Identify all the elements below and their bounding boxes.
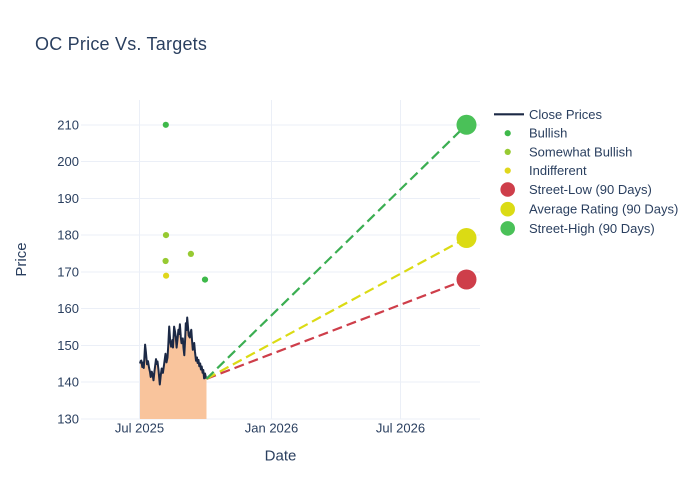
svg-text:130: 130 [57,412,79,427]
svg-text:140: 140 [57,375,79,390]
svg-text:210: 210 [57,117,79,132]
svg-text:190: 190 [57,191,79,206]
svg-text:180: 180 [57,228,79,243]
svg-text:200: 200 [57,154,79,169]
svg-text:170: 170 [57,264,79,279]
svg-text:Jul 2025: Jul 2025 [115,421,164,436]
svg-text:Bullish: Bullish [529,126,567,141]
svg-text:Somewhat Bullish: Somewhat Bullish [529,144,632,159]
svg-text:Jul 2026: Jul 2026 [376,421,425,436]
svg-text:Average Rating (90 Days): Average Rating (90 Days) [529,202,678,217]
svg-text:Date: Date [265,448,297,465]
svg-text:Jan 2026: Jan 2026 [245,421,299,436]
svg-text:Street-High (90 Days): Street-High (90 Days) [529,221,655,236]
svg-text:OC Price Vs. Targets: OC Price Vs. Targets [35,34,207,54]
svg-text:Price: Price [13,242,30,276]
svg-text:Street-Low (90 Days): Street-Low (90 Days) [529,182,652,197]
svg-text:Close Prices: Close Prices [529,107,602,122]
svg-text:Indifferent: Indifferent [529,163,587,178]
svg-text:160: 160 [57,301,79,316]
svg-text:150: 150 [57,338,79,353]
